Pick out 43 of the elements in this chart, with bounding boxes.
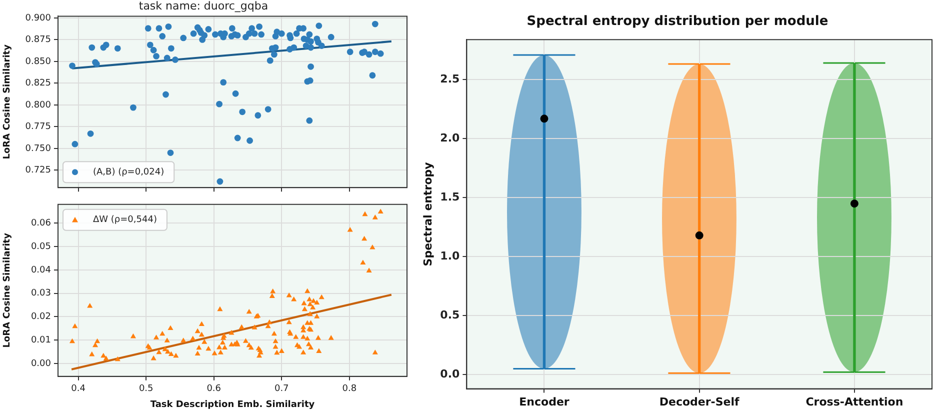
y-tick-label: 0.02 bbox=[30, 312, 51, 322]
chart-title: Spectral entropy distribution per module bbox=[526, 14, 828, 30]
y-tick-label: 0.01 bbox=[30, 335, 51, 346]
y-tick-label: 0.5 bbox=[440, 308, 460, 322]
y-tick-label: 0.00 bbox=[30, 358, 52, 369]
x-tick-label: 0.8 bbox=[342, 384, 357, 394]
y-tick-label: 0.0 bbox=[440, 368, 460, 381]
y-tick-label: 0.05 bbox=[30, 242, 51, 252]
y-tick-label: 0.725 bbox=[25, 166, 51, 176]
y-tick-label: 0.900 bbox=[25, 13, 52, 24]
x-tick-label: 0.4 bbox=[71, 384, 86, 394]
y-axis-title: LoRA Cosine Similarity bbox=[2, 44, 13, 160]
y-tick-label: 0.775 bbox=[25, 122, 51, 132]
y-tick-label: 1.0 bbox=[440, 250, 460, 263]
chart-title: task name: duorc_gqba bbox=[138, 0, 268, 12]
y-tick-label: 0.04 bbox=[30, 265, 52, 276]
y-tick-label: 1.5 bbox=[440, 190, 460, 204]
point bbox=[850, 200, 858, 208]
y-axis-title: LoRA Cosine Similarity bbox=[2, 232, 13, 348]
legend-label: ΔW (ρ=0,544) bbox=[93, 215, 157, 226]
y-tick-label: 0.03 bbox=[30, 288, 51, 299]
y-tick-label: 0.825 bbox=[25, 78, 51, 89]
point bbox=[540, 114, 548, 123]
y-tick-label: 0.800 bbox=[25, 100, 52, 110]
x-tick-label: 0.5 bbox=[138, 384, 154, 394]
x-tick-label: 0.6 bbox=[206, 384, 222, 394]
y-axis-title: Spectral entropy bbox=[421, 162, 434, 266]
bar bbox=[542, 54, 546, 370]
x-tick-label: Encoder bbox=[519, 395, 570, 408]
legend-label: (A,B) (ρ=0,024) bbox=[93, 167, 164, 178]
y-tick-label: 0.750 bbox=[25, 144, 52, 154]
x-axis-title: Task Description Emb. Similarity bbox=[150, 400, 315, 410]
y-tick-label: 0.850 bbox=[25, 56, 52, 67]
y-tick-label: 2.5 bbox=[440, 72, 460, 86]
x-tick-label: Decoder-Self bbox=[659, 395, 740, 408]
point bbox=[695, 231, 704, 240]
y-tick-label: 0.06 bbox=[30, 218, 52, 228]
y-tick-label: 2.0 bbox=[440, 132, 460, 145]
x-tick-label: Cross-Attention bbox=[806, 395, 904, 408]
bar bbox=[698, 64, 701, 374]
x-tick-label: 0.7 bbox=[274, 384, 289, 394]
y-tick-label: 0.875 bbox=[25, 35, 51, 46]
bar bbox=[853, 62, 856, 373]
